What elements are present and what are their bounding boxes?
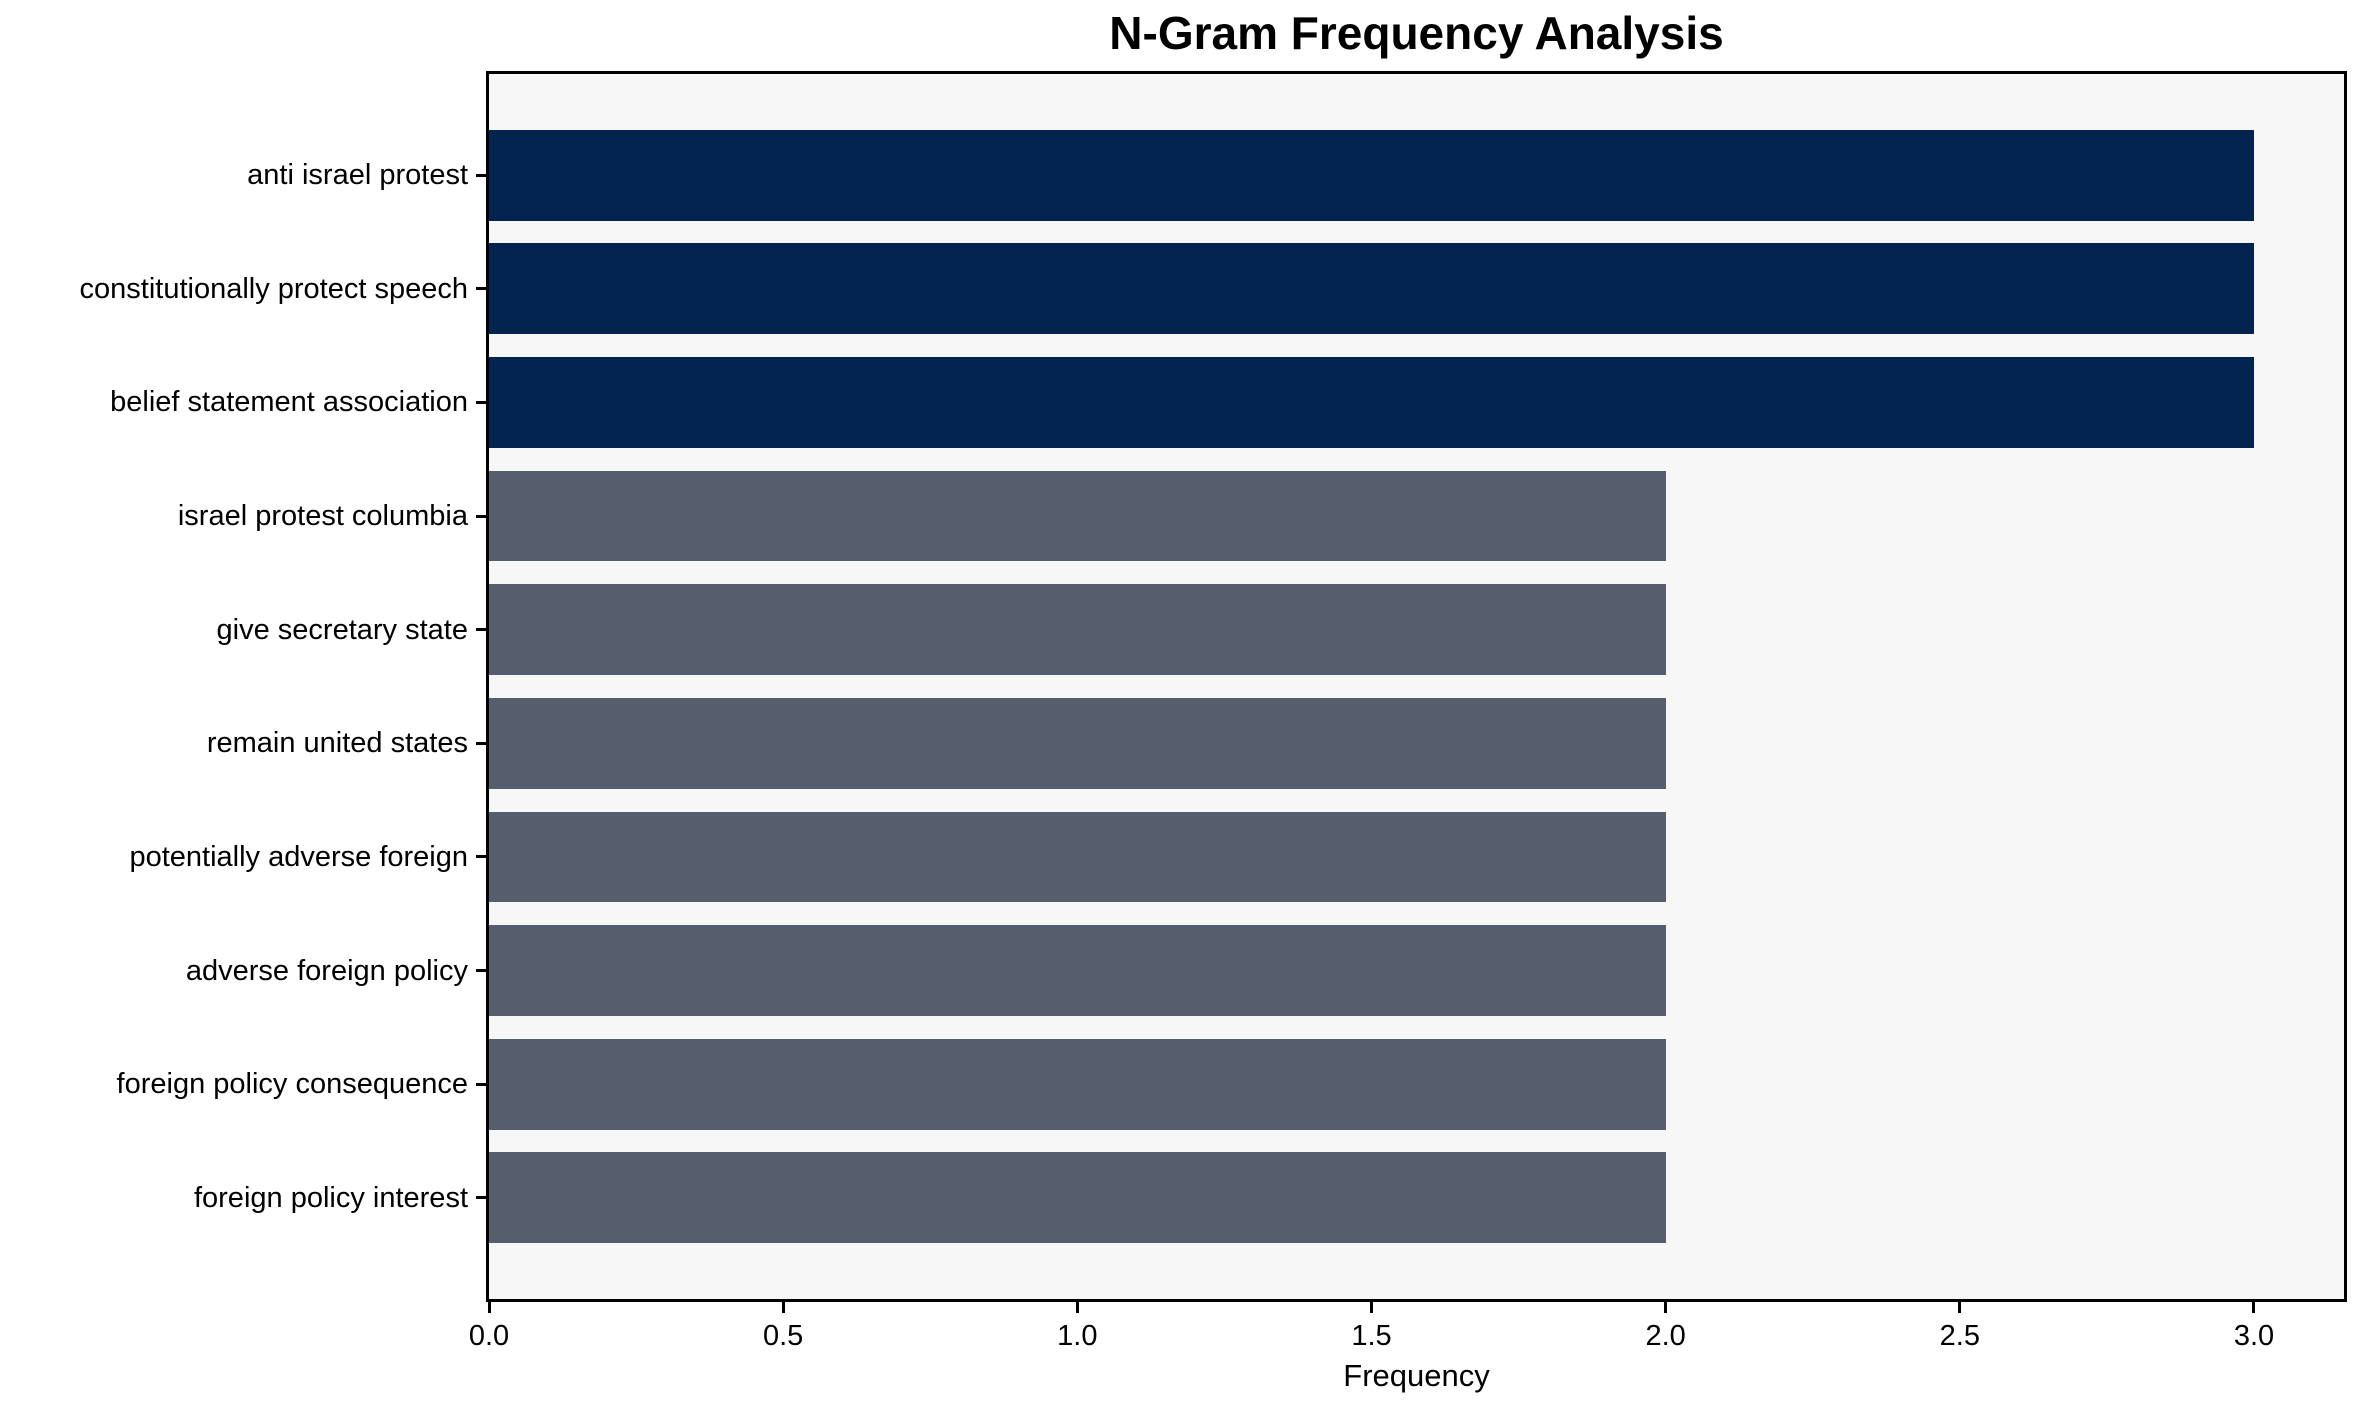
xtick-mark [1664, 1302, 1668, 1313]
bar-foreign-policy-consequence [489, 1038, 1666, 1130]
ytick-label-remain-united-states: remain united states [206, 727, 468, 760]
ytick-label-potentially-adverse-foreign: potentially adverse foreign [129, 840, 468, 873]
xtick-label-2.5: 2.5 [1939, 1320, 1980, 1352]
bar-give-secretary-state [489, 584, 1666, 676]
xtick-label-0.5: 0.5 [762, 1320, 804, 1352]
ytick-mark [476, 514, 486, 518]
ytick-label-anti-israel-protest: anti israel protest [247, 159, 468, 192]
xtick-label-1.0: 1.0 [1057, 1320, 1098, 1352]
xtick-mark [781, 1302, 785, 1313]
ytick-mark [476, 741, 486, 745]
xtick-mark [1369, 1302, 1373, 1313]
ytick-label-foreign-policy-consequence: foreign policy consequence [116, 1068, 468, 1101]
x-axis-title: Frequency [1343, 1358, 1490, 1393]
xtick-mark [1958, 1302, 1962, 1313]
bar-foreign-policy-interest [489, 1152, 1666, 1244]
bars-layer [489, 74, 2344, 1299]
bar-belief-statement-association [489, 356, 2254, 448]
ytick-label-give-secretary-state: give secretary state [216, 613, 468, 646]
bar-constitutionally-protect-speech [489, 243, 2254, 335]
ytick-mark [476, 173, 486, 177]
ytick-label-israel-protest-columbia: israel protest columbia [177, 500, 468, 533]
ytick-mark [476, 628, 486, 632]
bar-remain-united-states [489, 697, 1666, 789]
ytick-mark [476, 287, 486, 291]
bar-israel-protest-columbia [489, 470, 1666, 562]
ytick-mark [476, 1196, 486, 1200]
bar-anti-israel-protest [489, 129, 2254, 221]
xtick-label-1.5: 1.5 [1351, 1320, 1392, 1352]
xtick-mark [487, 1302, 491, 1313]
xtick-label-0.0: 0.0 [468, 1320, 510, 1352]
ytick-label-belief-statement-association: belief statement association [110, 386, 468, 419]
xtick-mark [1075, 1302, 1079, 1313]
bar-adverse-foreign-policy [489, 925, 1666, 1017]
ytick-mark [476, 855, 486, 859]
ytick-mark [476, 969, 486, 973]
chart-title: N-Gram Frequency Analysis [1109, 7, 1724, 59]
bar-potentially-adverse-foreign [489, 811, 1666, 903]
ytick-mark [476, 1082, 486, 1086]
ytick-label-adverse-foreign-policy: adverse foreign policy [185, 954, 468, 987]
xtick-label-2.0: 2.0 [1645, 1320, 1686, 1352]
ytick-mark [476, 400, 486, 404]
xtick-label-3.0: 3.0 [2233, 1320, 2275, 1352]
xtick-mark [2252, 1302, 2256, 1313]
ytick-label-foreign-policy-interest: foreign policy interest [193, 1181, 468, 1214]
ytick-label-constitutionally-protect-speech: constitutionally protect speech [79, 272, 469, 305]
